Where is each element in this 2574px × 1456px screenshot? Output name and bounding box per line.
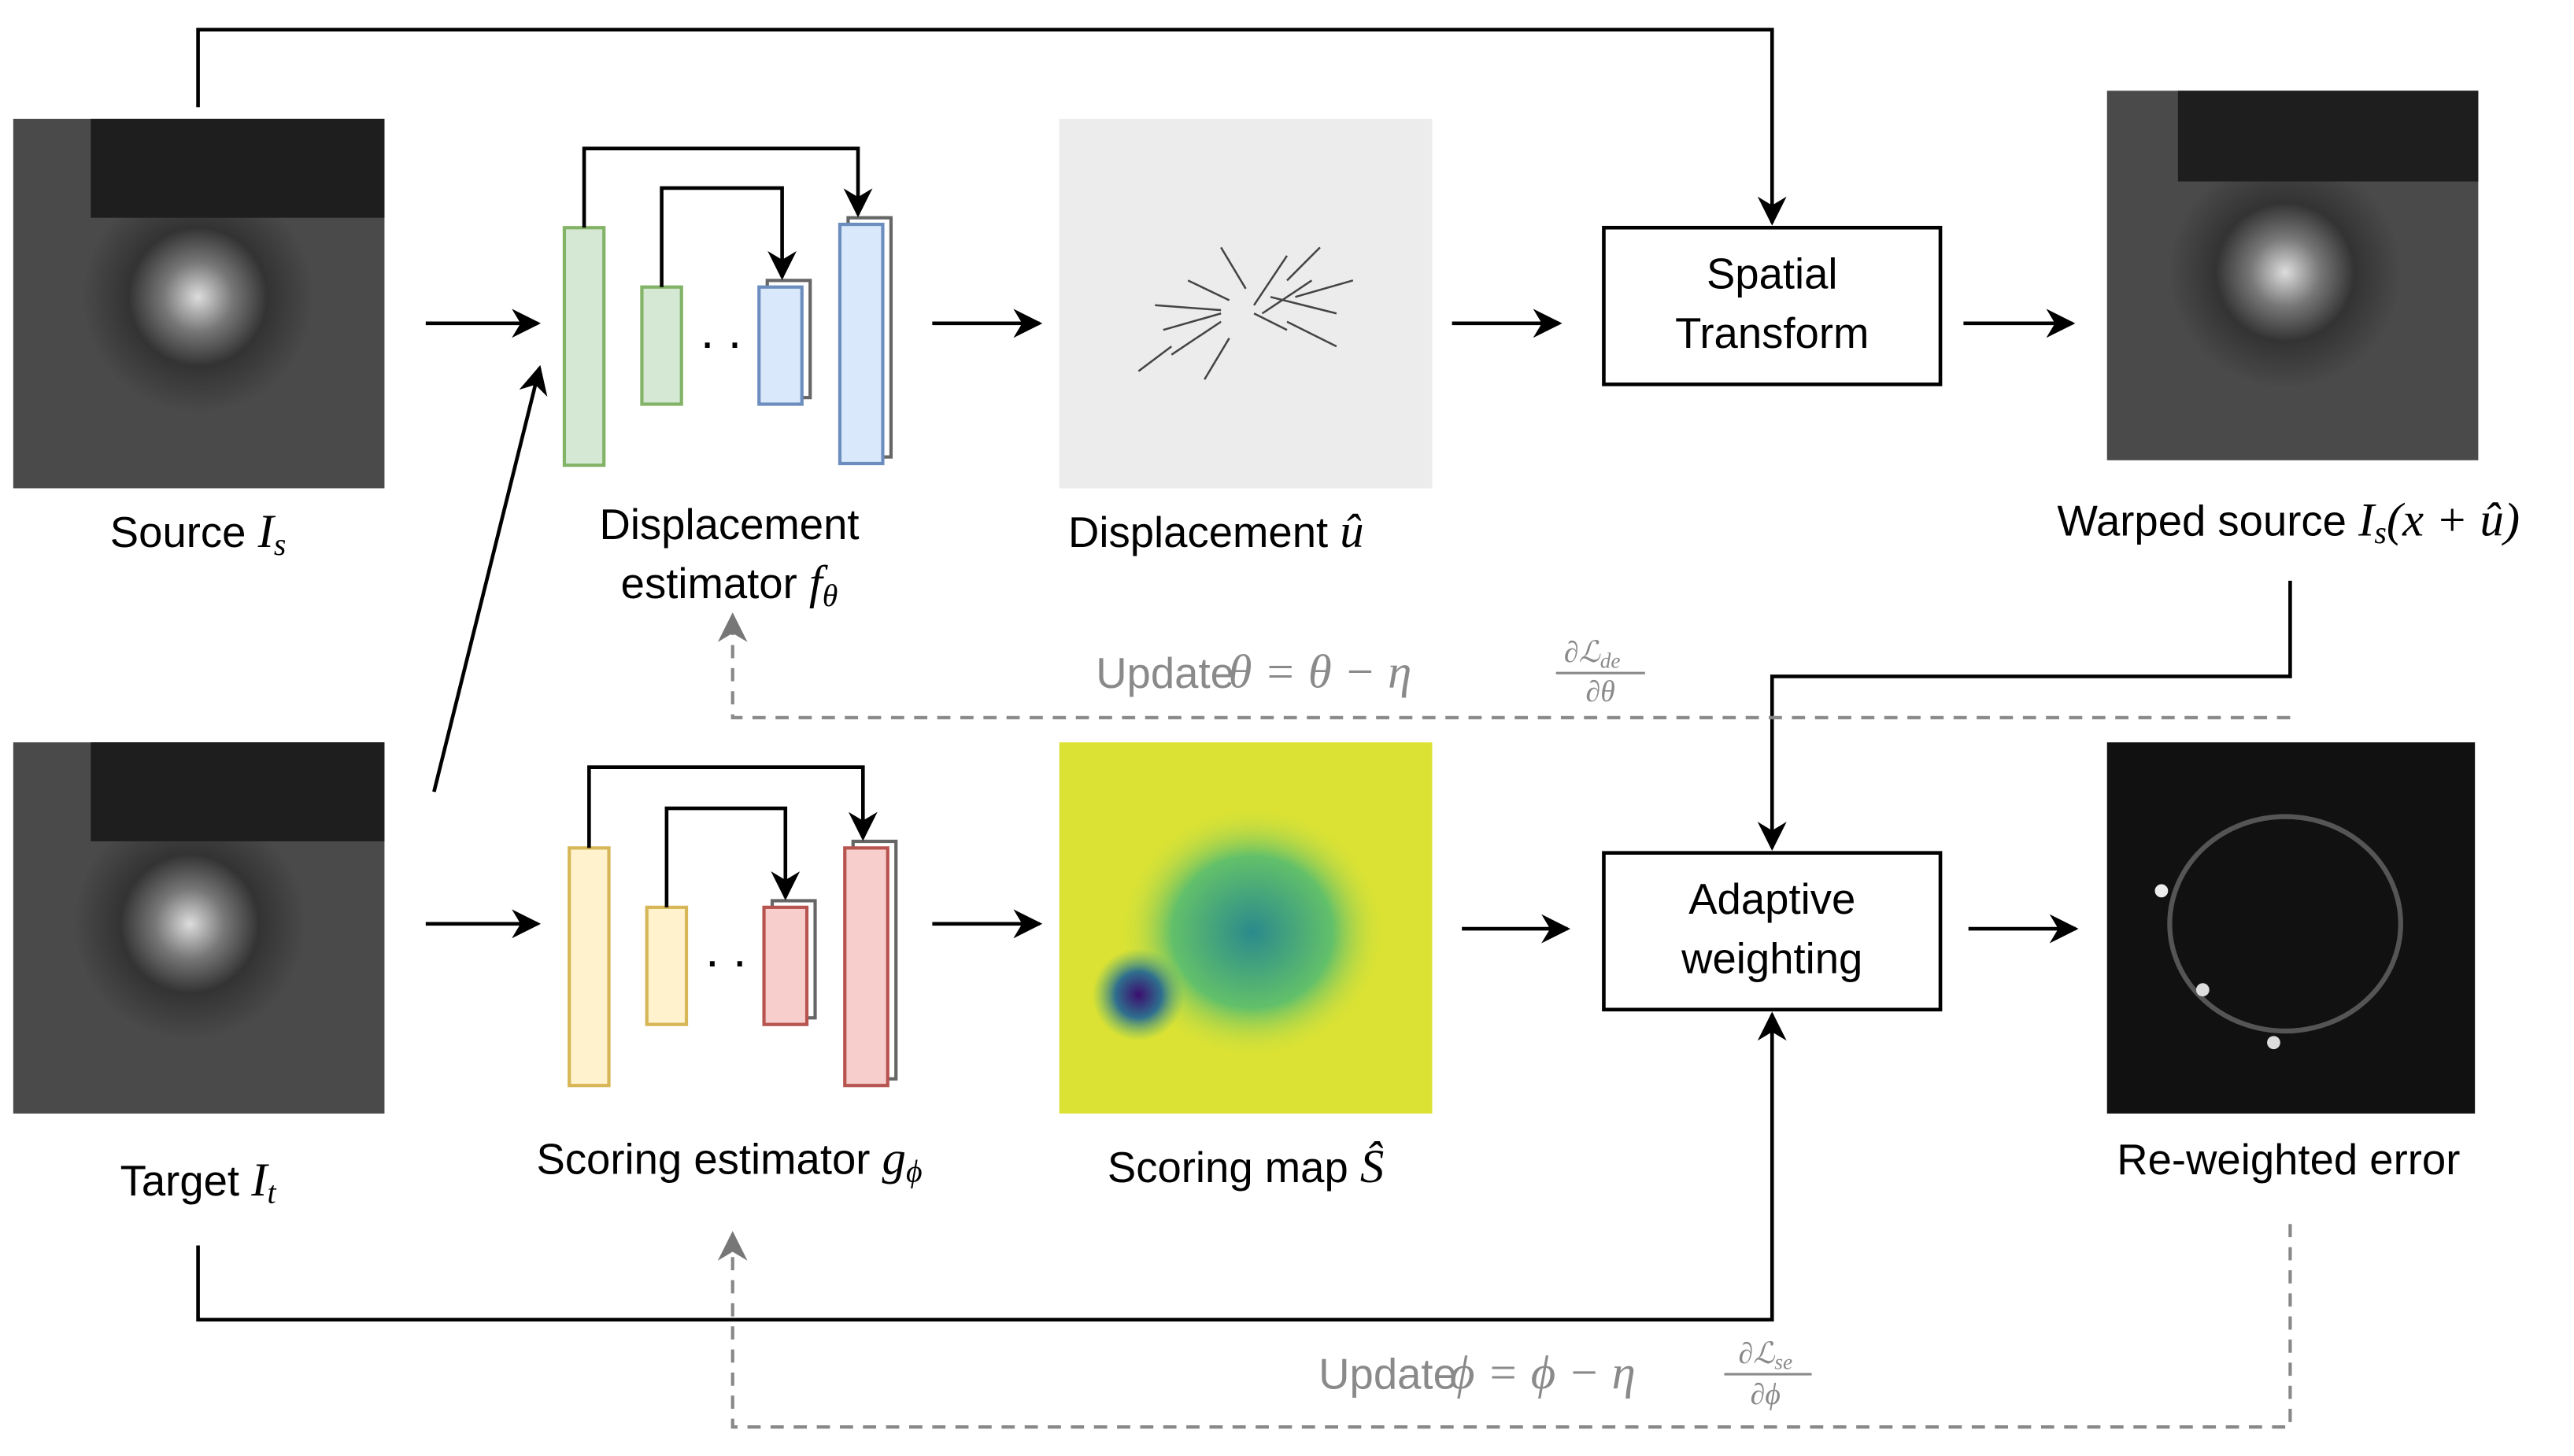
displacement-network: . . xyxy=(562,146,893,467)
reweighted-error-label: Re-weighted error xyxy=(2117,1136,2460,1184)
svg-text:θ = θ − η: θ = θ − η xyxy=(1229,645,1412,698)
box-label: Spatial xyxy=(1707,250,1838,298)
svg-text:∂ϕ: ∂ϕ xyxy=(1751,1378,1781,1411)
svg-text:∂ℒde: ∂ℒde xyxy=(1564,636,1621,673)
update-phi: Update ϕ = ϕ − η ∂ℒse ∂ϕ xyxy=(1318,1337,1812,1411)
source-image xyxy=(13,118,385,489)
spatial-transform-box xyxy=(1602,225,1943,386)
displacement-estimator-label: estimator fθ xyxy=(621,556,838,613)
svg-text:∂θ: ∂θ xyxy=(1586,675,1615,708)
warped-image xyxy=(2106,91,2479,460)
box-label: weighting xyxy=(1681,934,1862,982)
svg-text:. .: . . xyxy=(701,304,742,359)
warped-source-label: Warped source Is(x + û) xyxy=(2058,494,2520,551)
displacement-estimator-label: Displacement xyxy=(599,501,859,549)
update-theta: Update θ = θ − η ∂ℒde ∂θ xyxy=(1096,636,1645,708)
target-label: Target It xyxy=(120,1154,277,1210)
box-label: Transform xyxy=(1675,309,1869,357)
target-image xyxy=(13,742,385,1114)
svg-text:∂ℒse: ∂ℒse xyxy=(1739,1337,1793,1374)
scoring-estimator-label: Scoring estimator gϕ xyxy=(536,1133,922,1189)
error-image xyxy=(2106,742,2476,1114)
source-label: Source Is xyxy=(110,505,287,562)
displacement-label: Displacement û xyxy=(1068,505,1364,558)
scoring-map-image xyxy=(1059,742,1433,1114)
arrows xyxy=(196,28,2292,1429)
svg-text:ϕ = ϕ − η: ϕ = ϕ − η xyxy=(1450,1347,1636,1399)
box-label: Adaptive xyxy=(1688,875,1855,923)
svg-text:Update: Update xyxy=(1096,649,1234,697)
svg-text:Update: Update xyxy=(1318,1351,1457,1399)
scoring-map-label: Scoring map Ŝ xyxy=(1108,1140,1384,1193)
svg-text:. .: . . xyxy=(705,922,746,977)
adaptive-weighting-box xyxy=(1602,851,1943,1012)
scoring-network: . . xyxy=(568,765,898,1088)
displacement-image xyxy=(1059,118,1433,489)
